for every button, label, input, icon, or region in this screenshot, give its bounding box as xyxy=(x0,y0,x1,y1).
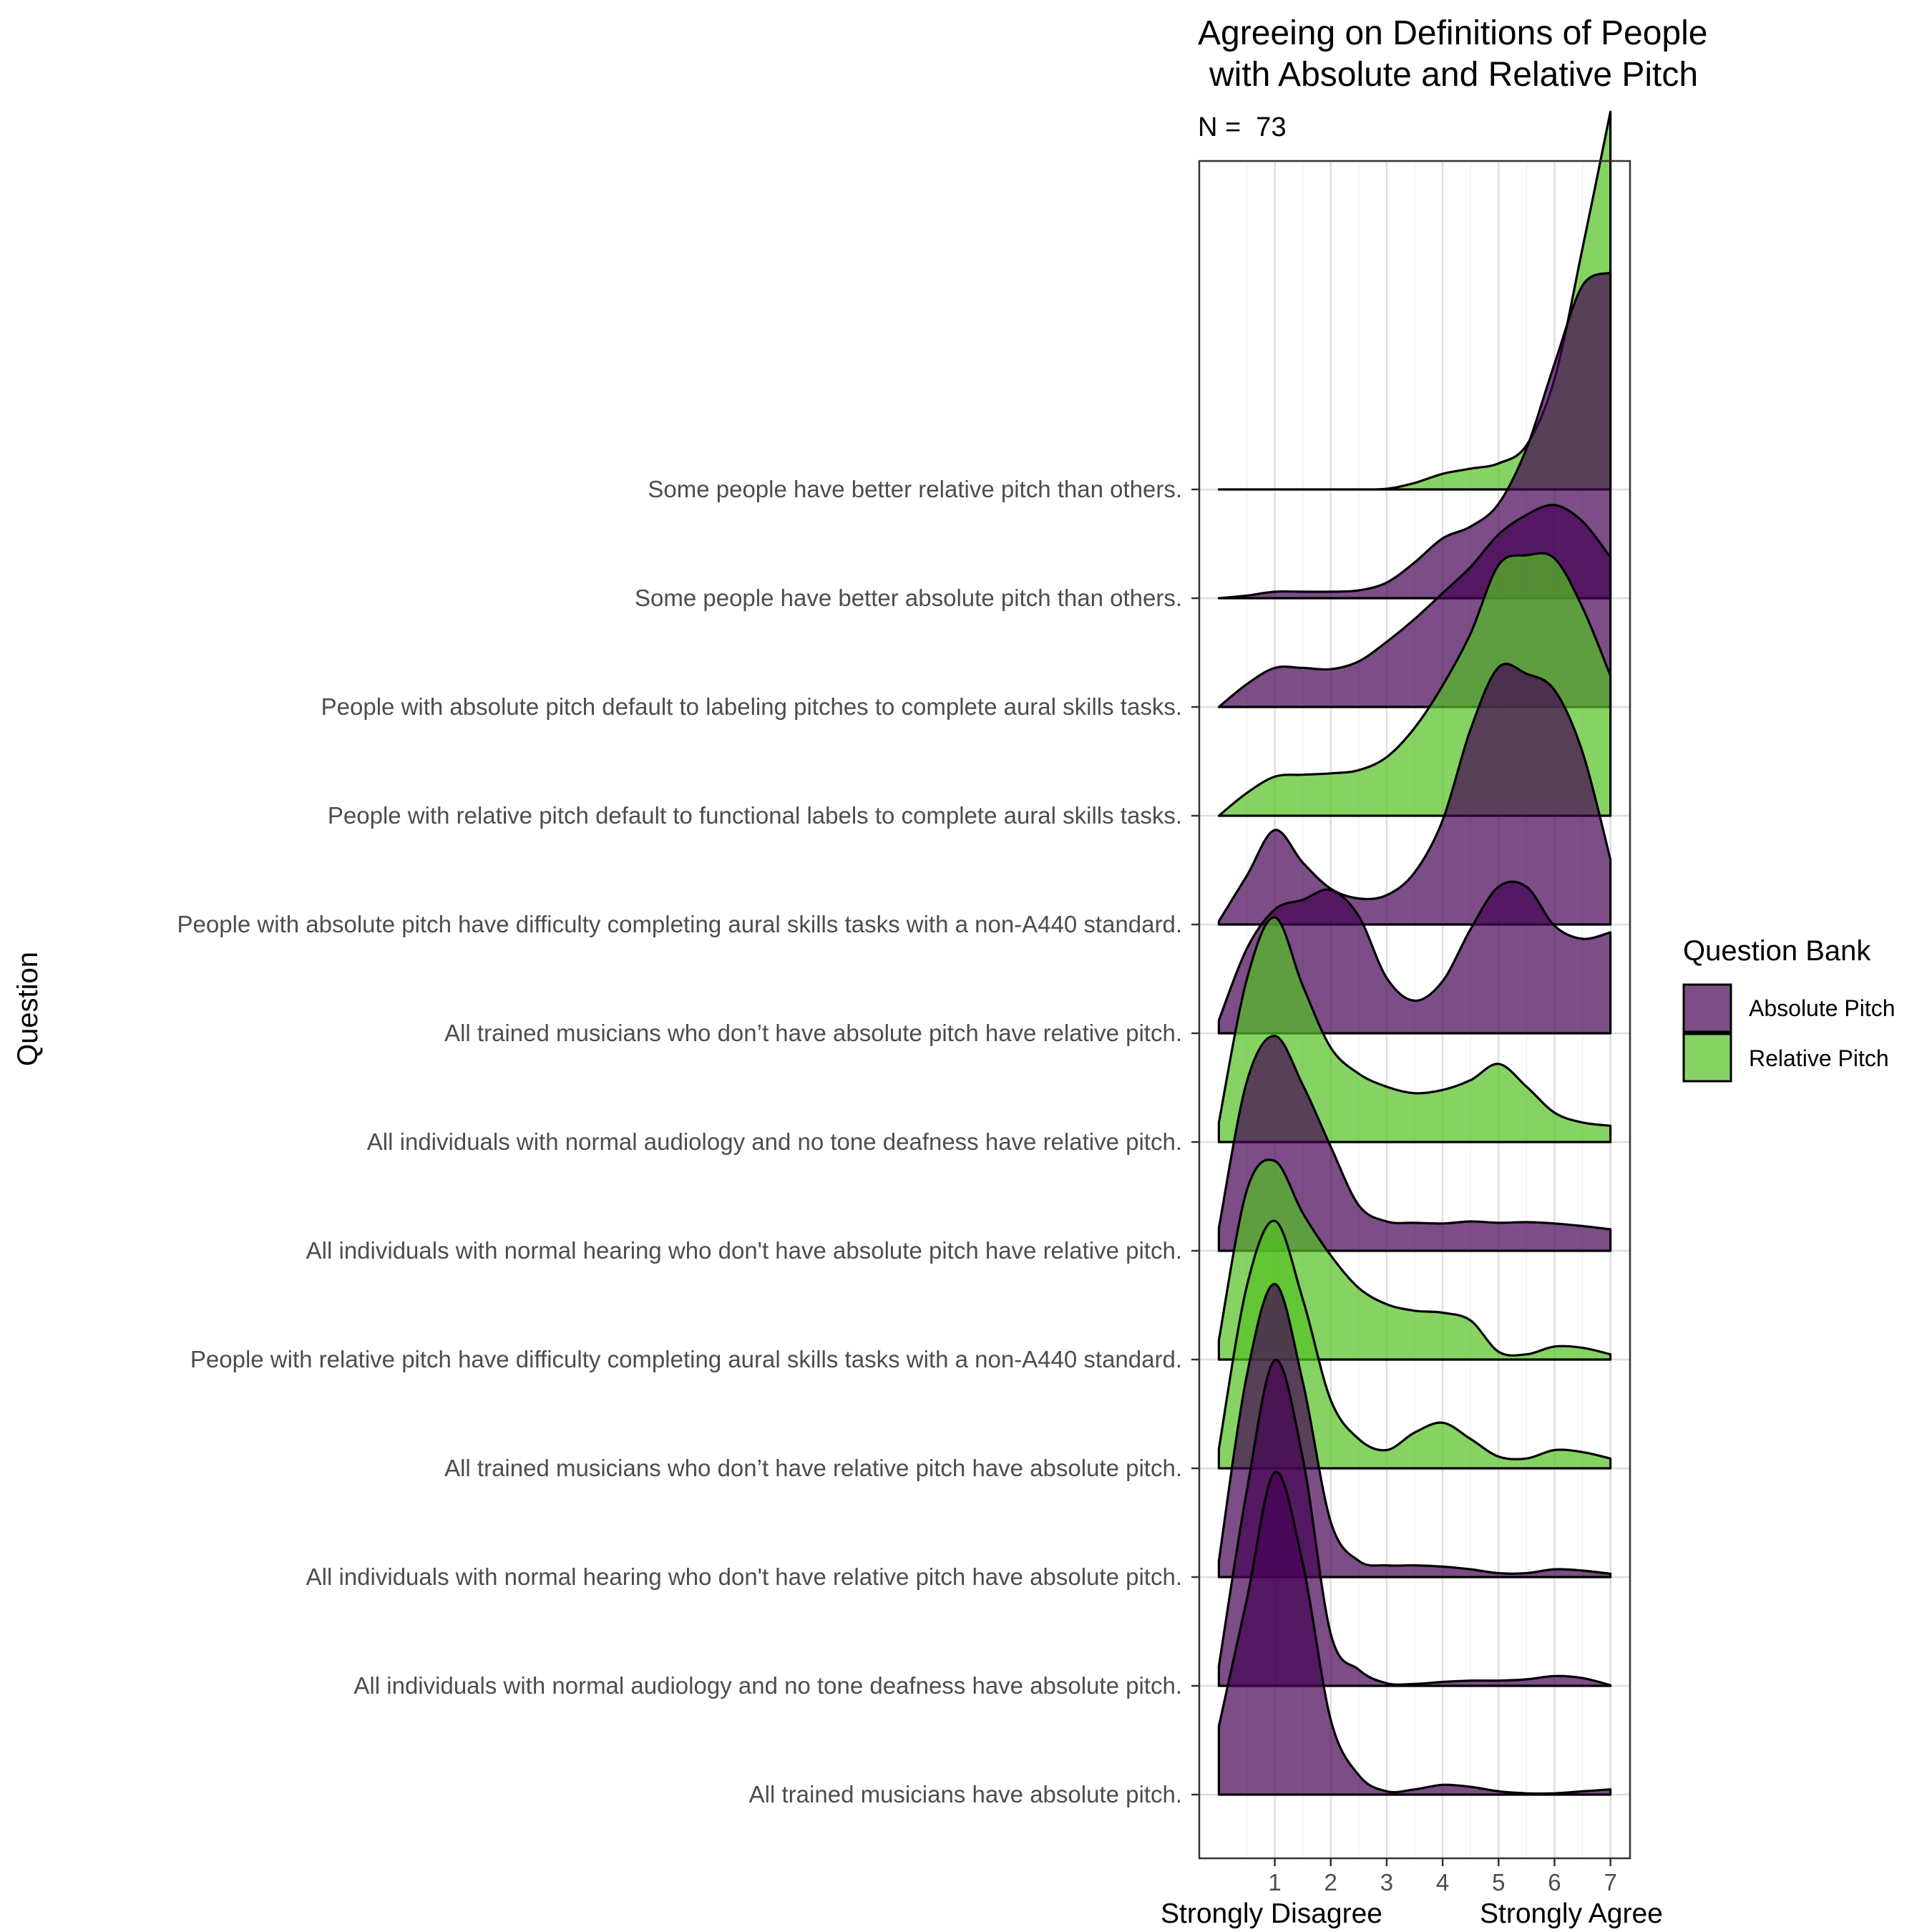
ridge-all-individuals-with-normal-audiology-and-no-tone-deafness-h xyxy=(1217,1359,1612,1687)
y-tick-label: All individuals with normal hearing who … xyxy=(306,1563,1182,1590)
y-tick-label: Some people have better relative pitch t… xyxy=(648,476,1182,502)
ridge-all-trained-musicians-who-don-t-have-absolute-pitch-have-rel xyxy=(1217,880,1612,1035)
y-tick-label: All individuals with normal hearing who … xyxy=(306,1237,1182,1264)
x-tick-label: 5 xyxy=(1492,1869,1505,1896)
y-tick-label: People with absolute pitch default to la… xyxy=(321,693,1182,720)
ridge-some-people-have-better-absolute-pitch-than-others xyxy=(1217,271,1612,600)
ridge-all-trained-musicians-who-don-t-have-relative-pitch-have-abs xyxy=(1217,1219,1612,1470)
x-tick-label: 1 xyxy=(1268,1869,1281,1896)
legend-swatch-absolute-pitch xyxy=(1682,983,1732,1033)
chart-subtitle: N = 73 xyxy=(1198,112,1287,142)
y-tick-label: All individuals with normal audiology an… xyxy=(353,1672,1182,1699)
x-tick-label: 7 xyxy=(1604,1869,1616,1896)
ridge-all-individuals-with-normal-hearing-who-don-t-have-relative- xyxy=(1217,1282,1612,1579)
y-tick-label: All trained musicians have absolute pitc… xyxy=(749,1781,1182,1807)
x-tick-label: 6 xyxy=(1548,1869,1561,1896)
x-label-strongly-agree: Strongly Agree xyxy=(1480,1898,1663,1929)
legend-swatch-relative-pitch xyxy=(1682,1033,1732,1083)
x-label-strongly-disagree: Strongly Disagree xyxy=(1161,1898,1382,1929)
y-axis-title: Question xyxy=(12,952,44,1066)
chart-title-line-1: Agreeing on Definitions of People xyxy=(1198,14,1707,52)
chart-title-line-2: with Absolute and Relative Pitch xyxy=(1209,56,1698,94)
panel-border xyxy=(1198,160,1631,1860)
x-tick-labels: 1 2 3 4 5 6 7 xyxy=(1268,1858,1617,1896)
ridge-people-with-relative-pitch-have-difficulty-completing-aural- xyxy=(1217,1158,1612,1361)
legend-label-relative-pitch: Relative Pitch xyxy=(1749,1045,1889,1071)
y-tick-label: All trained musicians who don’t have abs… xyxy=(444,1020,1182,1046)
ridge-all-individuals-with-normal-audiology-and-no-tone-deafness-h xyxy=(1217,916,1612,1143)
legend-title: Question Bank xyxy=(1683,935,1871,967)
y-tick-label: All individuals with normal audiology an… xyxy=(367,1128,1182,1155)
y-tick-labels: Some people have better relative pitch t… xyxy=(177,476,1199,1807)
legend-label-absolute-pitch: Absolute Pitch xyxy=(1749,995,1896,1021)
x-tick-label: 2 xyxy=(1324,1869,1337,1896)
y-tick-label: Some people have better absolute pitch t… xyxy=(635,585,1182,611)
ridge-all-trained-musicians-have-absolute-pitch xyxy=(1217,1470,1612,1796)
y-tick-label: People with relative pitch default to fu… xyxy=(328,802,1182,829)
ridge-all-individuals-with-normal-hearing-who-don-t-have-absolute- xyxy=(1217,1035,1612,1252)
legend: Question Bank Absolute Pitch Relative Pi… xyxy=(1682,935,1896,1083)
x-tick-label: 4 xyxy=(1436,1869,1449,1896)
y-tick-label: People with relative pitch have difficul… xyxy=(190,1346,1182,1372)
x-tick-label: 3 xyxy=(1380,1869,1393,1896)
ridge-layer xyxy=(1217,110,1612,1796)
ridge-people-with-absolute-pitch-have-difficulty-completing-aural- xyxy=(1217,663,1612,926)
y-tick-label: All trained musicians who don’t have rel… xyxy=(444,1455,1182,1481)
y-tick-label: People with absolute pitch have difficul… xyxy=(177,911,1183,937)
